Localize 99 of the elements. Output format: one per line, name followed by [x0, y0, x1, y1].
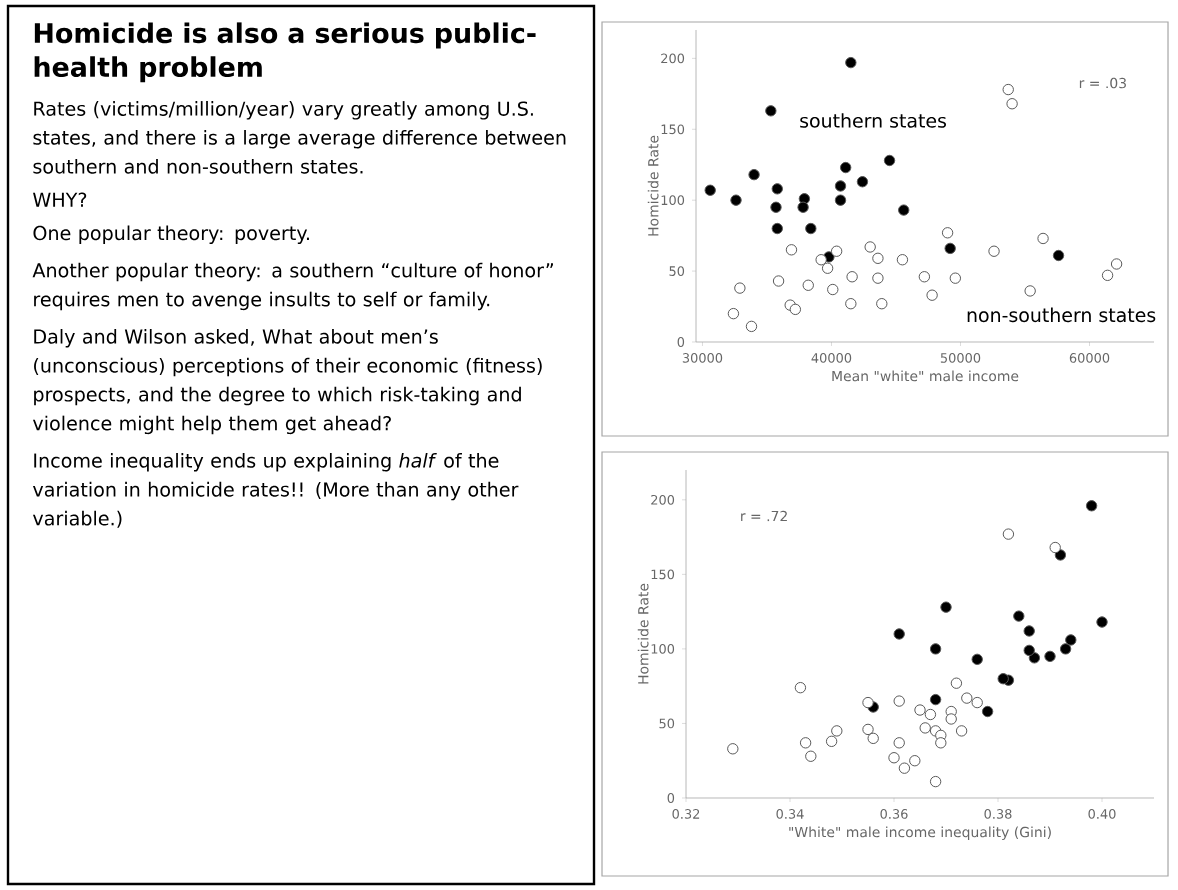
point — [944, 242, 956, 255]
point — [1023, 644, 1035, 657]
point — [748, 168, 760, 181]
point — [704, 184, 716, 196]
point — [929, 693, 942, 706]
point — [834, 194, 847, 206]
point — [839, 161, 852, 174]
point — [949, 272, 962, 284]
point — [918, 271, 931, 283]
text: Homicide is also a serious public-health problem — [34, 22, 536, 83]
point — [727, 307, 740, 320]
text: Another popular theory: a southern “culture of honor” requires men to avenge insults to self or family. — [32, 262, 553, 311]
point — [909, 755, 921, 767]
text: One popular theory: poverty. — [33, 225, 309, 244]
point — [834, 180, 847, 192]
series-label: southern states — [800, 113, 947, 128]
point — [785, 244, 798, 256]
point — [1006, 98, 1018, 110]
point — [727, 743, 739, 755]
point — [893, 628, 905, 640]
point — [734, 282, 746, 294]
point — [872, 252, 884, 265]
point — [1052, 249, 1065, 262]
point — [1101, 269, 1114, 282]
point — [846, 271, 858, 283]
point — [971, 653, 983, 666]
point — [805, 222, 817, 235]
point — [794, 681, 807, 694]
point — [1085, 500, 1098, 512]
point — [1110, 258, 1123, 270]
text: Rates (victims/million/year) vary greatly among U.S. states, and there is a large average difference between southern and non-southern states. — [33, 101, 566, 174]
point — [856, 176, 869, 188]
point — [914, 704, 926, 716]
point — [1002, 83, 1014, 96]
point — [955, 725, 968, 737]
point — [1065, 634, 1077, 646]
point — [924, 708, 937, 721]
point — [730, 194, 742, 206]
point — [997, 673, 1009, 685]
point — [802, 279, 814, 291]
text: Daly and Wilson asked, What about men’s (unconscious) perceptions of their economic (fitness) prospects, and the degree to which risk-taking and violence might help them get ahead? — [32, 328, 542, 435]
point — [929, 643, 942, 655]
point — [1013, 610, 1025, 622]
point — [926, 289, 938, 301]
point — [893, 737, 905, 749]
point — [745, 320, 758, 333]
point — [981, 705, 994, 718]
point — [896, 254, 909, 266]
point — [772, 275, 785, 287]
point — [876, 298, 888, 310]
point — [771, 222, 783, 235]
point — [821, 262, 834, 274]
point — [1037, 232, 1049, 245]
text: Income inequality ends up explaining half of the variation in homicide rates!! (More than any other variable.) — [32, 452, 519, 528]
point — [919, 722, 931, 734]
point — [950, 677, 963, 689]
point — [941, 227, 954, 239]
point — [893, 695, 905, 707]
point — [1059, 643, 1072, 655]
point — [971, 696, 983, 709]
point — [1023, 625, 1035, 637]
point — [988, 245, 1000, 257]
point — [770, 201, 782, 213]
point — [872, 272, 884, 284]
point — [831, 725, 843, 737]
point — [789, 303, 802, 316]
point — [888, 752, 900, 764]
series-label: non-southern states — [967, 307, 1156, 323]
point — [935, 737, 947, 749]
point — [898, 204, 910, 216]
point — [845, 298, 857, 310]
point — [815, 254, 827, 266]
point — [805, 750, 817, 762]
point — [862, 723, 874, 736]
point — [864, 241, 876, 253]
point — [1096, 616, 1108, 628]
point — [845, 56, 857, 69]
point — [797, 201, 809, 213]
point — [1024, 285, 1036, 297]
point — [929, 775, 942, 788]
point — [825, 735, 838, 748]
text: WHY? — [33, 192, 87, 207]
point — [1054, 549, 1067, 561]
point — [945, 713, 957, 725]
point — [830, 245, 843, 257]
point — [862, 696, 874, 709]
point — [765, 105, 777, 117]
point — [867, 732, 879, 745]
point — [898, 762, 911, 774]
point — [1002, 528, 1015, 540]
point — [1044, 650, 1056, 663]
point — [1028, 652, 1041, 664]
point — [771, 183, 783, 195]
point — [940, 601, 952, 613]
point — [799, 737, 812, 749]
point — [827, 283, 839, 296]
point — [883, 154, 896, 167]
point — [961, 692, 973, 704]
point — [1049, 541, 1061, 554]
